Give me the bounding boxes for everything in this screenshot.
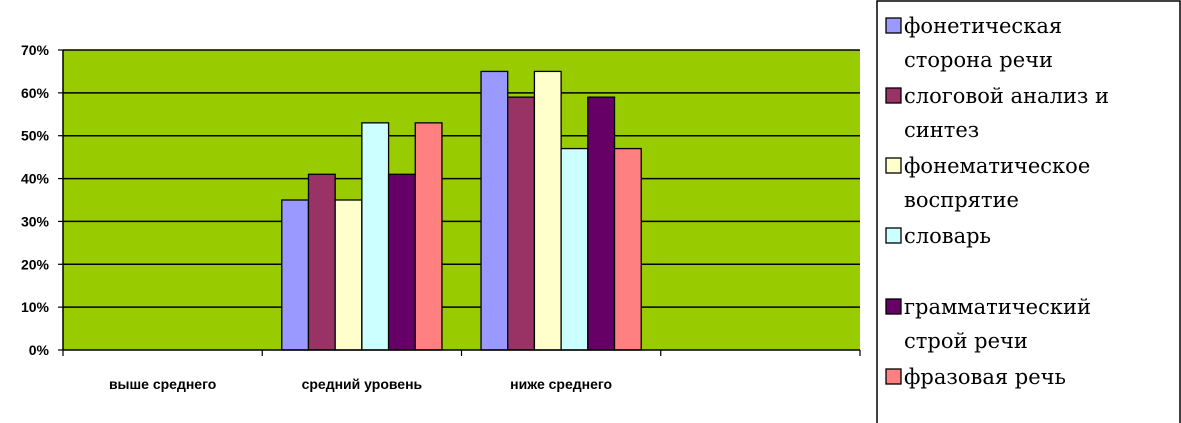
bar [387, 173, 416, 351]
bar [587, 96, 616, 351]
bar [613, 147, 642, 351]
legend-label: фонетическая [904, 14, 1062, 38]
y-tick-label: 0% [29, 342, 50, 358]
legend-swatch [885, 157, 902, 174]
y-tick-label: 70% [21, 42, 50, 58]
legend-label: строй речи [904, 329, 1028, 353]
y-tick-label: 60% [21, 85, 50, 101]
legend-label: сторона речи [904, 48, 1053, 72]
bar [560, 147, 589, 351]
legend-label: фонематическое [904, 154, 1090, 178]
bar [334, 199, 363, 351]
y-tick-label: 40% [21, 171, 50, 187]
bars [281, 70, 642, 351]
legend-swatch [885, 17, 902, 34]
x-category-label: выше среднего [109, 376, 216, 392]
bar [507, 96, 536, 351]
legend: фонетическая сторона речи слоговой анализ … [876, 0, 1181, 423]
legend-swatch [885, 368, 902, 385]
x-category-label: ниже среднего [510, 376, 612, 392]
legend-swatch [885, 298, 902, 315]
bar [480, 70, 509, 351]
legend-label: воспрятие [904, 188, 1019, 212]
bar [361, 122, 390, 351]
axes [58, 49, 861, 356]
bar [533, 70, 562, 351]
plot-area [63, 50, 860, 350]
legend-swatch [885, 87, 902, 104]
y-tick-label: 20% [21, 256, 50, 272]
bar [281, 199, 310, 351]
y-tick-label: 50% [21, 128, 50, 144]
x-category-label: средний уровень [302, 376, 423, 392]
y-tick-label: 30% [21, 213, 50, 229]
bar [414, 122, 443, 351]
legend-label: фразовая речь [904, 365, 1066, 389]
legend-swatch [885, 227, 902, 244]
legend-label: словарь [904, 224, 991, 248]
x-category-labels: выше среднего средний уровень ниже среднег… [109, 376, 612, 392]
gridlines [63, 49, 860, 308]
y-tick-label: 10% [21, 299, 50, 315]
bar [307, 173, 336, 351]
y-tick-labels: 0% 10% 20% 30% 40% 50% 60% 70% [21, 42, 50, 358]
legend-box [876, 0, 1181, 423]
legend-label: синтез [904, 118, 979, 142]
legend-label: грамматический [904, 295, 1091, 319]
legend-label: слоговой анализ и [904, 84, 1109, 108]
